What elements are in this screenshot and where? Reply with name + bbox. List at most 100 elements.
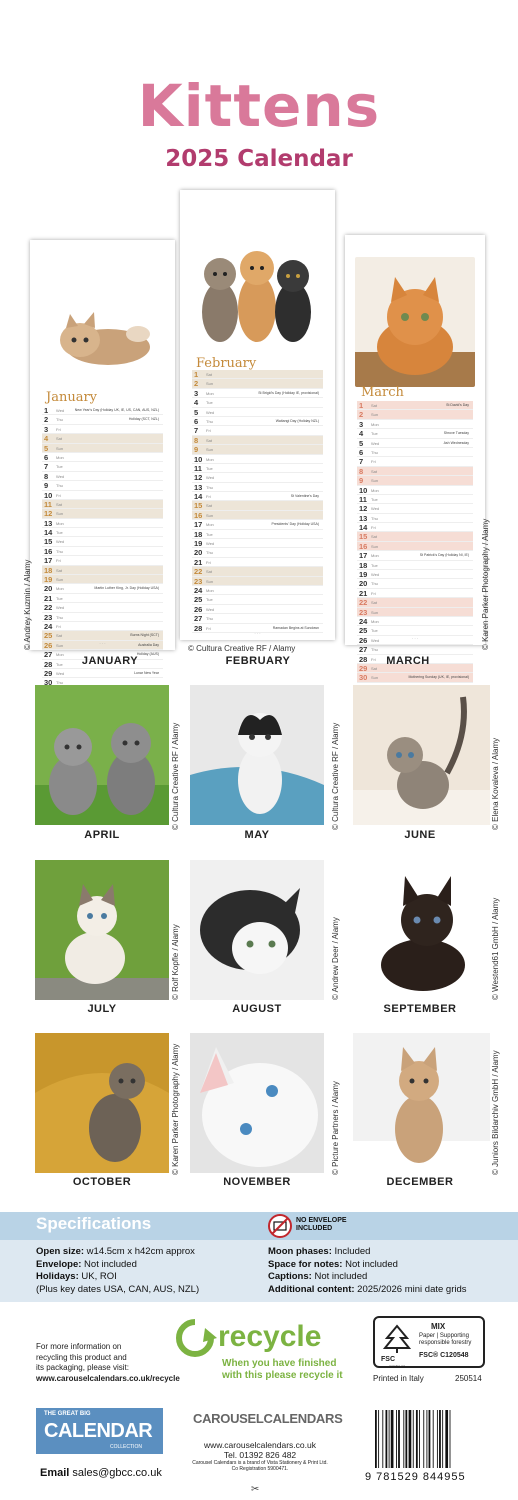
day-number: 2 <box>359 410 364 420</box>
day-row: 3 Mon St Brigid's Day (Holiday IE, provisi… <box>192 389 323 399</box>
day-number: 11 <box>44 499 52 509</box>
day-row: 2 Thu Holiday (SCT, NZL) <box>42 415 163 425</box>
fsc-label: MIX Paper | Supporting responsible fores… <box>373 1316 485 1368</box>
recycle-url[interactable]: www.carouselcalendars.co.uk/recycle <box>36 1373 180 1383</box>
day-event: Martin Luther King, Jr. Day (Holiday USA… <box>94 586 159 591</box>
barcode-bar <box>445 1410 449 1468</box>
label-june: JUNE <box>404 829 436 841</box>
day-number: 5 <box>359 438 364 448</box>
day-row: 25 Sat Burns Night (SCT) <box>42 631 163 641</box>
day-row: 7 Fri <box>192 426 323 436</box>
spec-key: Additional content: <box>268 1283 355 1295</box>
day-row: 19 Sun <box>42 575 163 585</box>
day-row: 14 Fri St Valentine's Day <box>192 492 323 502</box>
barcode-bar <box>432 1410 434 1468</box>
day-weekday: Wed <box>206 475 215 481</box>
day-row: 5 Wed Ash Wednesday <box>357 439 473 448</box>
label-february: FEBRUARY <box>225 655 291 667</box>
day-number: 23 <box>359 607 368 617</box>
day-weekday: Sun <box>371 412 379 418</box>
spec-item: (Plus key dates USA, CAN, AUS, NZL) <box>36 1284 199 1295</box>
day-weekday: Fri <box>206 559 211 565</box>
november-kitten-photo <box>190 1033 324 1173</box>
march-month-name: March <box>361 385 404 400</box>
carousel-phone: Tel. 01392 826 482 <box>223 1450 297 1460</box>
day-event: St Valentine's Day <box>290 494 319 499</box>
day-row: 19 Wed <box>357 570 473 580</box>
barcode-bar <box>423 1410 425 1468</box>
day-number: 5 <box>44 443 49 453</box>
label-april: APRIL <box>84 829 120 841</box>
day-weekday: Tue <box>56 530 63 536</box>
day-weekday: Sun <box>206 381 214 387</box>
day-number: 12 <box>359 504 368 514</box>
day-weekday: Wed <box>56 605 65 611</box>
recycle-info-line: recycling this product and <box>36 1352 127 1362</box>
barcode-bar <box>403 1410 405 1468</box>
day-event: Ash Wednesday <box>443 440 469 445</box>
day-number: 21 <box>359 588 368 598</box>
day-weekday: Sat <box>206 569 213 575</box>
spec-value: Not included <box>81 1258 137 1270</box>
barcode-bar <box>439 1410 441 1468</box>
recycle-info-line: its packaging, please visit: <box>36 1363 129 1372</box>
day-number: 21 <box>44 593 53 603</box>
day-row: 12 Wed <box>192 473 323 483</box>
fsc-logo-text: FSC <box>381 1356 395 1363</box>
day-event: Ramadan Begins at Sundown <box>272 625 319 630</box>
calendar-subtitle: 2025 Calendar <box>165 146 353 172</box>
gbcc-logo-line: CALENDAR <box>44 1420 153 1442</box>
barcode-bar <box>378 1410 380 1468</box>
email-line[interactable]: Email sales@gbcc.co.uk <box>40 1467 162 1479</box>
recycle-sub-line: When you have finished <box>222 1358 337 1369</box>
day-row: 15 Wed <box>42 537 163 547</box>
day-number: 29 <box>359 663 368 673</box>
day-row: 25 Tue <box>357 626 473 636</box>
day-row: 20 Thu <box>192 548 323 558</box>
day-row: 25 Tue <box>192 595 323 605</box>
day-weekday: Sat <box>206 437 213 443</box>
day-row: 23 Sun <box>192 576 323 586</box>
day-number: 30 <box>359 673 368 683</box>
december-kitten-photo <box>353 1033 490 1173</box>
email-address[interactable]: sales@gbcc.co.uk <box>69 1467 162 1479</box>
spec-header-band <box>0 1212 518 1240</box>
day-weekday: Thu <box>206 418 213 424</box>
barcode-bar <box>426 1410 428 1468</box>
day-row: 21 Fri <box>357 588 473 599</box>
day-row: 13 Thu <box>192 483 323 493</box>
day-row: 8 Wed <box>42 472 163 482</box>
day-number: 17 <box>44 556 53 566</box>
day-event: Holiday (SCT, NZL) <box>128 417 159 422</box>
day-number: 13 <box>359 513 368 523</box>
june-kitten-photo <box>353 685 490 825</box>
day-number: 28 <box>194 623 203 633</box>
day-weekday: Wed <box>56 670 65 676</box>
day-number: 30 <box>44 678 53 688</box>
day-row: 20 Mon Martin Luther King, Jr. Day (Holida… <box>42 584 163 594</box>
day-weekday: Fri <box>56 492 61 498</box>
recycle-info-line: For more information on <box>36 1342 122 1351</box>
day-weekday: Sat <box>371 403 378 408</box>
day-weekday: Sun <box>371 675 379 681</box>
day-weekday: Mon <box>206 587 214 593</box>
day-number: 1 <box>194 370 199 379</box>
spec-key: Moon phases: <box>268 1246 332 1257</box>
day-number: 27 <box>194 614 203 624</box>
day-weekday: Tue <box>371 496 378 502</box>
day-weekday: Mon <box>56 520 64 526</box>
day-row: 6 Thu Waitangi Day (Holiday NZL) <box>192 417 323 427</box>
day-number: 26 <box>359 635 368 645</box>
day-number: 2 <box>44 415 49 425</box>
day-row: 27 Mon Holiday (AUS) <box>42 650 163 660</box>
carousel-website[interactable]: www.carouselcalendars.co.uk <box>204 1440 316 1450</box>
day-row: 9 Thu <box>42 481 163 491</box>
day-weekday: Thu <box>371 581 378 587</box>
spec-key: Holidays: <box>36 1271 79 1282</box>
day-event: Burns Night (SCT) <box>130 633 159 638</box>
barcode-bar <box>408 1410 412 1468</box>
february-foot: · · · <box>254 631 261 636</box>
day-row: 17 Mon St Patrick's Day (Holiday NI, IE) <box>357 551 473 561</box>
day-weekday: Sun <box>206 512 214 518</box>
spec-item: Envelope: Not included <box>36 1259 137 1270</box>
